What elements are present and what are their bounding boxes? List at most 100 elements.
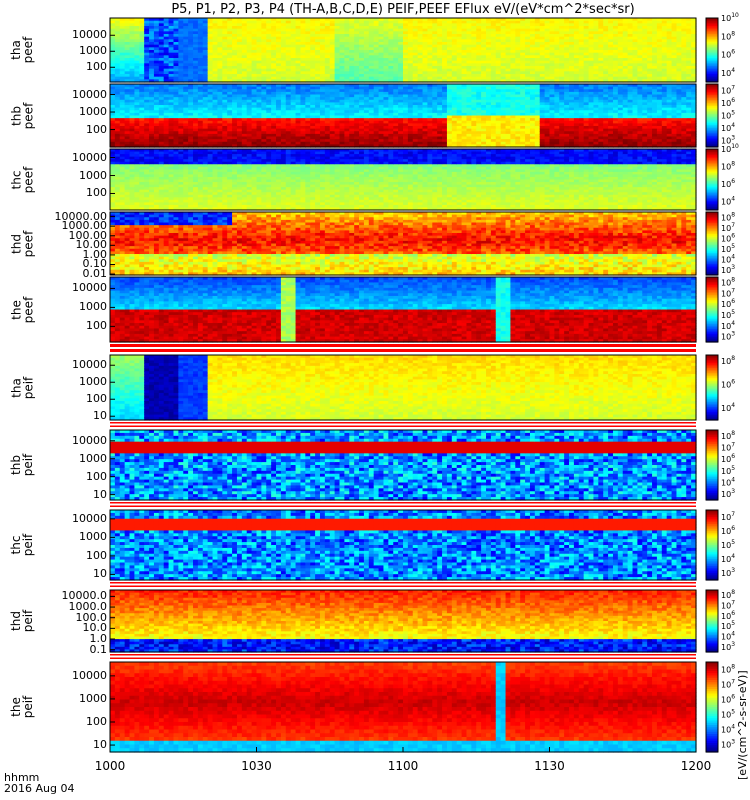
- heatmap-cell: [393, 44, 399, 48]
- heatmap-cell: [393, 60, 399, 64]
- heatmap-cell: [368, 76, 375, 80]
- heatmap-cell: [232, 34, 238, 38]
- heatmap-cell: [232, 58, 238, 62]
- heatmap-cell: [227, 26, 233, 30]
- heatmap-cell: [383, 39, 389, 43]
- heatmap-cell: [241, 26, 248, 30]
- heatmap-cell: [202, 63, 209, 67]
- heatmap-cell: [388, 42, 394, 46]
- heatmap-cell: [451, 36, 458, 40]
- heatmap-cell: [446, 42, 453, 46]
- heatmap-cell: [295, 47, 302, 51]
- heatmap-cell: [276, 74, 282, 78]
- heatmap-cell: [246, 58, 253, 62]
- heatmap-cell: [486, 26, 492, 30]
- heatmap-cell: [197, 42, 204, 46]
- heatmap-cell: [495, 31, 502, 35]
- heatmap-cell: [129, 44, 136, 48]
- heatmap-cell: [193, 68, 199, 72]
- heatmap-cell: [427, 34, 433, 38]
- heatmap-cell: [261, 63, 267, 67]
- heatmap-cell: [412, 66, 419, 70]
- heatmap-cell: [197, 39, 204, 43]
- heatmap-cell: [442, 79, 448, 83]
- heatmap-cell: [212, 36, 219, 40]
- heatmap-cell: [490, 52, 497, 56]
- heatmap-cell: [241, 18, 248, 22]
- heatmap-cell: [241, 55, 248, 59]
- heatmap-cell: [432, 50, 438, 54]
- heatmap-cell: [349, 18, 355, 22]
- heatmap-cell: [232, 42, 238, 46]
- heatmap-cell: [324, 55, 331, 59]
- heatmap-cell: [236, 18, 243, 22]
- heatmap-cell: [173, 20, 179, 24]
- heatmap-cell: [437, 42, 443, 46]
- heatmap-cell: [256, 20, 262, 24]
- heatmap-cell: [451, 68, 458, 72]
- heatmap-cell: [163, 55, 170, 59]
- heatmap-cell: [168, 42, 175, 46]
- heatmap-cell: [276, 68, 282, 72]
- heatmap-cell: [129, 28, 136, 32]
- heatmap-cell: [378, 60, 385, 64]
- heatmap-cell: [432, 58, 438, 62]
- heatmap-cell: [417, 28, 424, 32]
- heatmap-cell: [378, 31, 385, 35]
- heatmap-cell: [290, 28, 297, 32]
- heatmap-cell: [344, 68, 350, 72]
- heatmap-cell: [412, 58, 419, 62]
- heatmap-cell: [251, 66, 258, 70]
- heatmap-cell: [427, 47, 433, 51]
- heatmap-cell: [134, 58, 140, 62]
- heatmap-cell: [290, 60, 297, 64]
- heatmap-cell: [212, 47, 219, 51]
- heatmap-cell: [173, 28, 179, 32]
- heatmap-cell: [373, 39, 380, 43]
- heatmap-cell: [173, 34, 179, 38]
- heatmap-cell: [217, 50, 223, 54]
- heatmap-cell: [188, 50, 194, 54]
- heatmap-cell: [393, 36, 399, 40]
- heatmap-cell: [227, 36, 233, 40]
- heatmap-cell: [236, 55, 243, 59]
- heatmap-cell: [437, 18, 443, 22]
- heatmap-cell: [398, 76, 404, 80]
- heatmap-cell: [354, 36, 360, 40]
- heatmap-cell: [437, 36, 443, 40]
- colorbar-tick-label: 104: [721, 67, 735, 78]
- heatmap-cell: [363, 20, 370, 24]
- heatmap-cell: [110, 58, 116, 62]
- heatmap-cell: [495, 23, 502, 27]
- heatmap-cell: [256, 34, 262, 38]
- heatmap-cell: [158, 47, 165, 51]
- heatmap-cell: [153, 50, 160, 54]
- heatmap-cell: [461, 47, 468, 51]
- heatmap-cell: [158, 71, 165, 75]
- heatmap-cell: [222, 55, 228, 59]
- heatmap-cell: [158, 34, 165, 38]
- heatmap-cell: [246, 79, 253, 83]
- heatmap-cell: [144, 47, 150, 51]
- heatmap-cell: [241, 66, 248, 70]
- heatmap-cell: [466, 18, 472, 22]
- heatmap-cell: [144, 55, 150, 59]
- heatmap-cell: [339, 23, 345, 27]
- heatmap-cell: [324, 74, 331, 78]
- heatmap-cell: [266, 28, 272, 32]
- heatmap-cell: [368, 52, 375, 56]
- heatmap-cell: [446, 39, 453, 43]
- heatmap-cell: [446, 36, 453, 40]
- heatmap-cell: [315, 50, 321, 54]
- heatmap-cell: [398, 34, 404, 38]
- heatmap-cell: [300, 68, 306, 72]
- heatmap-cell: [158, 20, 165, 24]
- heatmap-cell: [393, 39, 399, 43]
- heatmap-cell: [481, 58, 487, 62]
- heatmap-cell: [344, 44, 350, 48]
- heatmap-cell: [188, 31, 194, 35]
- heatmap-cell: [261, 18, 267, 22]
- heatmap-cell: [256, 58, 262, 62]
- heatmap-cell: [388, 60, 394, 64]
- heatmap-cell: [168, 26, 175, 30]
